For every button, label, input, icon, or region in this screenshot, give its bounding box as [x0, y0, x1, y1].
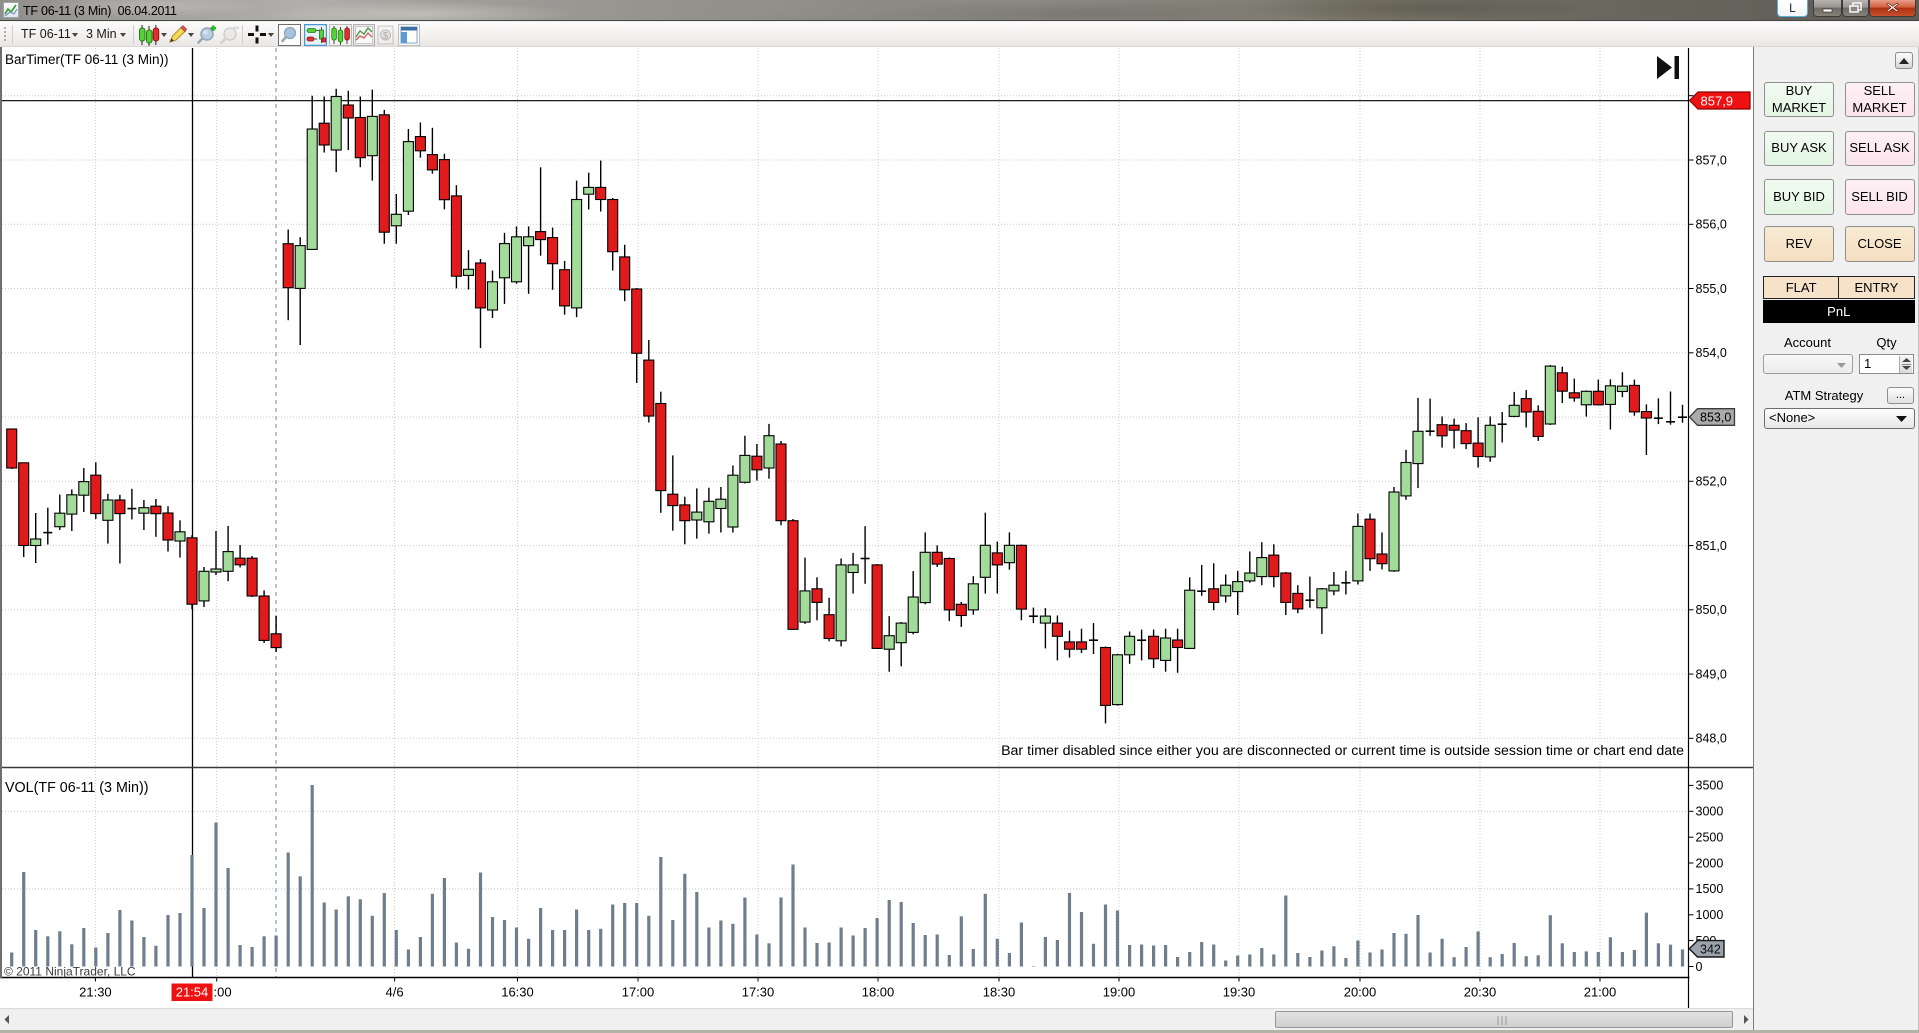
svg-text:3000: 3000 — [1696, 805, 1724, 819]
svg-text:854,0: 854,0 — [1696, 346, 1727, 360]
svg-text:19:00: 19:00 — [1103, 985, 1136, 1000]
svg-text:851,0: 851,0 — [1696, 539, 1727, 553]
svg-text:849,0: 849,0 — [1696, 667, 1727, 681]
svg-text:1500: 1500 — [1696, 882, 1724, 896]
svg-text:3500: 3500 — [1696, 779, 1724, 793]
svg-text:18:00: 18:00 — [862, 985, 895, 1000]
svg-text:856,0: 856,0 — [1696, 218, 1727, 232]
svg-text:1000: 1000 — [1696, 908, 1724, 922]
svg-text:2000: 2000 — [1696, 856, 1724, 870]
svg-text:16:30: 16:30 — [501, 985, 534, 1000]
svg-text:0: 0 — [1696, 960, 1703, 974]
svg-text:850,0: 850,0 — [1696, 603, 1727, 617]
svg-text:853,0: 853,0 — [1700, 411, 1731, 425]
svg-text:BarTimer(TF 06-11 (3 Min)): BarTimer(TF 06-11 (3 Min)) — [5, 52, 169, 67]
svg-text:Bar timer disabled since eithe: Bar timer disabled since either you are … — [1001, 743, 1684, 759]
svg-text:© 2011 NinjaTrader, LLC: © 2011 NinjaTrader, LLC — [4, 965, 136, 979]
svg-text:VOL(TF 06-11 (3 Min)): VOL(TF 06-11 (3 Min)) — [5, 780, 149, 796]
svg-text:19:30: 19:30 — [1223, 985, 1256, 1000]
svg-text:855,0: 855,0 — [1696, 282, 1727, 296]
svg-text:21:30: 21:30 — [79, 985, 112, 1000]
svg-text:342: 342 — [1700, 943, 1721, 957]
svg-text:17:00: 17:00 — [622, 985, 655, 1000]
svg-text:18:30: 18:30 — [983, 985, 1016, 1000]
svg-text:21:54: 21:54 — [176, 985, 209, 1000]
svg-text:852,0: 852,0 — [1696, 475, 1727, 489]
svg-text:848,0: 848,0 — [1696, 732, 1727, 746]
svg-text:21:00: 21:00 — [1584, 985, 1617, 1000]
svg-text:857,0: 857,0 — [1696, 153, 1727, 167]
svg-text:20:30: 20:30 — [1464, 985, 1497, 1000]
svg-text:4/6: 4/6 — [386, 985, 404, 1000]
svg-text:857,9: 857,9 — [1701, 94, 1734, 109]
svg-text:17:30: 17:30 — [742, 985, 775, 1000]
svg-text:2500: 2500 — [1696, 831, 1724, 845]
svg-text:20:00: 20:00 — [1344, 985, 1377, 1000]
svg-text::00: :00 — [214, 985, 232, 1000]
svg-text:$: $ — [383, 31, 388, 41]
